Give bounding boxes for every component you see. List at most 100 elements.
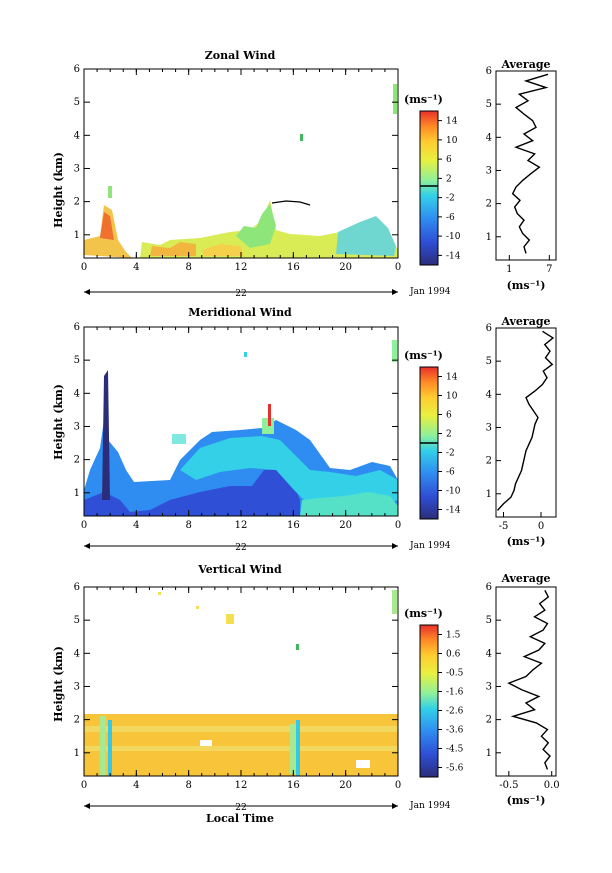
profile-y-tick-label: 5 xyxy=(486,356,492,367)
zonal-wind-colorbar-ticks: 14 10 6 2 -2 -6 -10 -14 xyxy=(438,117,461,261)
colorbar-tick-label: -6 xyxy=(446,213,455,223)
profile-y-tick-label: 4 xyxy=(486,389,492,400)
x-tick-label: 20 xyxy=(339,520,352,531)
colorbar-tick-label: 14 xyxy=(446,117,458,127)
profile-line xyxy=(511,73,549,254)
vertical-wind-x-axis: 0 4 8 12 16 20 0 xyxy=(81,587,401,791)
x-tick-label: 8 xyxy=(185,262,191,273)
meridional-wind-y-axis: 1 2 3 4 5 6 xyxy=(74,322,398,499)
x-tick-label: 20 xyxy=(339,780,352,791)
vertical-wind-profile-xlabel: (ms⁻¹) xyxy=(507,794,546,807)
y-tick-label: 5 xyxy=(74,355,80,366)
zonal-wind-title: Zonal Wind xyxy=(205,49,276,62)
zonal-wind-profile-xlabel: (ms⁻¹) xyxy=(507,279,546,292)
zonal-wind-colorbar xyxy=(419,110,439,266)
vertical-wind-x-label: Local Time xyxy=(206,812,274,825)
vertical-wind-field xyxy=(84,590,398,776)
y-tick-label: 1 xyxy=(74,488,80,499)
y-tick-label: 5 xyxy=(74,97,80,108)
y-tick-label: 1 xyxy=(74,230,80,241)
x-tick-label: 4 xyxy=(133,262,139,273)
profile-x-tick-label: -5 xyxy=(499,521,509,532)
zonal-wind-profile: 1 2 3 4 5 6 1 7 xyxy=(486,66,553,275)
x-tick-label: 8 xyxy=(185,780,191,791)
meridional-wind-date-label: Jan 1994 xyxy=(409,541,451,551)
meridional-wind-title: Meridional Wind xyxy=(188,306,292,319)
profile-y-tick-label: 5 xyxy=(486,615,492,626)
profile-x-tick-label: 0.0 xyxy=(544,780,560,791)
y-tick-label: 3 xyxy=(74,421,80,432)
meridional-wind-colorbar-ticks: 14 10 6 2 -2 -6 -10 -14 xyxy=(438,373,461,516)
profile-y-tick-label: 6 xyxy=(486,582,492,593)
x-tick-label: 4 xyxy=(133,780,139,791)
x-tick-label: 16 xyxy=(287,262,300,273)
colorbar-tick-label: 10 xyxy=(446,136,458,146)
colorbar-tick-label: 6 xyxy=(446,411,452,421)
colorbar-tick-label: -0.5 xyxy=(446,669,464,679)
profile-line xyxy=(507,589,551,770)
y-tick-label: 4 xyxy=(74,648,80,659)
y-tick-label: 3 xyxy=(74,681,80,692)
vertical-wind-title: Vertical Wind xyxy=(197,563,282,576)
zonal-wind-date-label: Jan 1994 xyxy=(409,287,451,297)
x-tick-label: 12 xyxy=(235,780,248,791)
colorbar-tick-label: 2 xyxy=(446,174,452,184)
zonal-wind-y-axis: 1 2 3 4 5 6 xyxy=(74,64,398,241)
meridional-wind-colorbar-unit: (ms⁻¹) xyxy=(404,349,443,362)
x-tick-label: 0 xyxy=(395,520,401,531)
colorbar-tick-label: 10 xyxy=(446,392,458,402)
meridional-wind-date-marker: 22 xyxy=(235,543,246,553)
colorbar-tick-label: -10 xyxy=(446,232,461,242)
profile-y-tick-label: 3 xyxy=(486,422,492,433)
colorbar-tick-label: -1.6 xyxy=(446,688,464,698)
vertical-wind-y-label: Height (km) xyxy=(52,646,65,722)
profile-y-tick-label: 6 xyxy=(486,323,492,334)
vertical-wind-profile: 1 2 3 4 5 6 -0.5 0.0 xyxy=(486,582,560,791)
x-tick-label: 16 xyxy=(287,520,300,531)
vertical-wind-profile-frame xyxy=(495,586,557,777)
x-tick-label: 0 xyxy=(81,262,87,273)
x-tick-label: 20 xyxy=(339,262,352,273)
profile-y-tick-label: 2 xyxy=(486,199,492,210)
profile-y-tick-label: 1 xyxy=(486,748,492,759)
y-tick-label: 6 xyxy=(74,64,80,75)
profile-y-tick-label: 6 xyxy=(486,66,492,77)
colorbar-tick-label: -14 xyxy=(446,251,461,261)
zonal-wind-colorbar-unit: (ms⁻¹) xyxy=(404,93,443,106)
x-tick-label: 0 xyxy=(395,780,401,791)
profile-x-tick-label: 7 xyxy=(546,264,552,275)
profile-y-tick-label: 3 xyxy=(486,681,492,692)
profile-line xyxy=(496,330,555,511)
zonal-wind-profile-title: Average xyxy=(500,58,550,71)
y-tick-label: 4 xyxy=(74,130,80,141)
zonal-wind-x-axis: 0 4 8 12 16 20 0 xyxy=(81,69,401,273)
colorbar-tick-label: 14 xyxy=(446,373,458,383)
y-tick-label: 3 xyxy=(74,163,80,174)
x-tick-label: 16 xyxy=(287,780,300,791)
y-tick-label: 6 xyxy=(74,582,80,593)
y-tick-label: 1 xyxy=(74,748,80,759)
colorbar-tick-label: -10 xyxy=(446,487,461,497)
profile-y-tick-label: 3 xyxy=(486,165,492,176)
profile-y-tick-label: 4 xyxy=(486,648,492,659)
zonal-wind-y-label: Height (km) xyxy=(52,152,65,228)
colorbar-tick-label: 1.5 xyxy=(446,631,461,641)
y-tick-label: 4 xyxy=(74,388,80,399)
zonal-wind-field xyxy=(84,84,398,258)
zonal-wind-date-marker: 22 xyxy=(235,289,246,299)
x-tick-label: 12 xyxy=(235,520,248,531)
y-tick-label: 6 xyxy=(74,322,80,333)
profile-x-tick-label: 0 xyxy=(538,521,544,532)
vertical-wind-date-label: Jan 1994 xyxy=(409,801,451,811)
meridional-wind-profile-frame xyxy=(495,327,557,518)
profile-y-tick-label: 2 xyxy=(486,456,492,467)
y-tick-label: 2 xyxy=(74,197,80,208)
vertical-wind-colorbar-ticks: 1.5 0.6 -0.5 -1.6 -2.6 -3.6 -4.5 -5.6 xyxy=(438,631,464,774)
x-tick-label: 0 xyxy=(81,520,87,531)
vertical-wind-date-marker: 22 xyxy=(235,803,246,813)
x-tick-label: 12 xyxy=(235,262,248,273)
profile-y-tick-label: 4 xyxy=(486,132,492,143)
colorbar-tick-label: -2.6 xyxy=(446,707,464,717)
